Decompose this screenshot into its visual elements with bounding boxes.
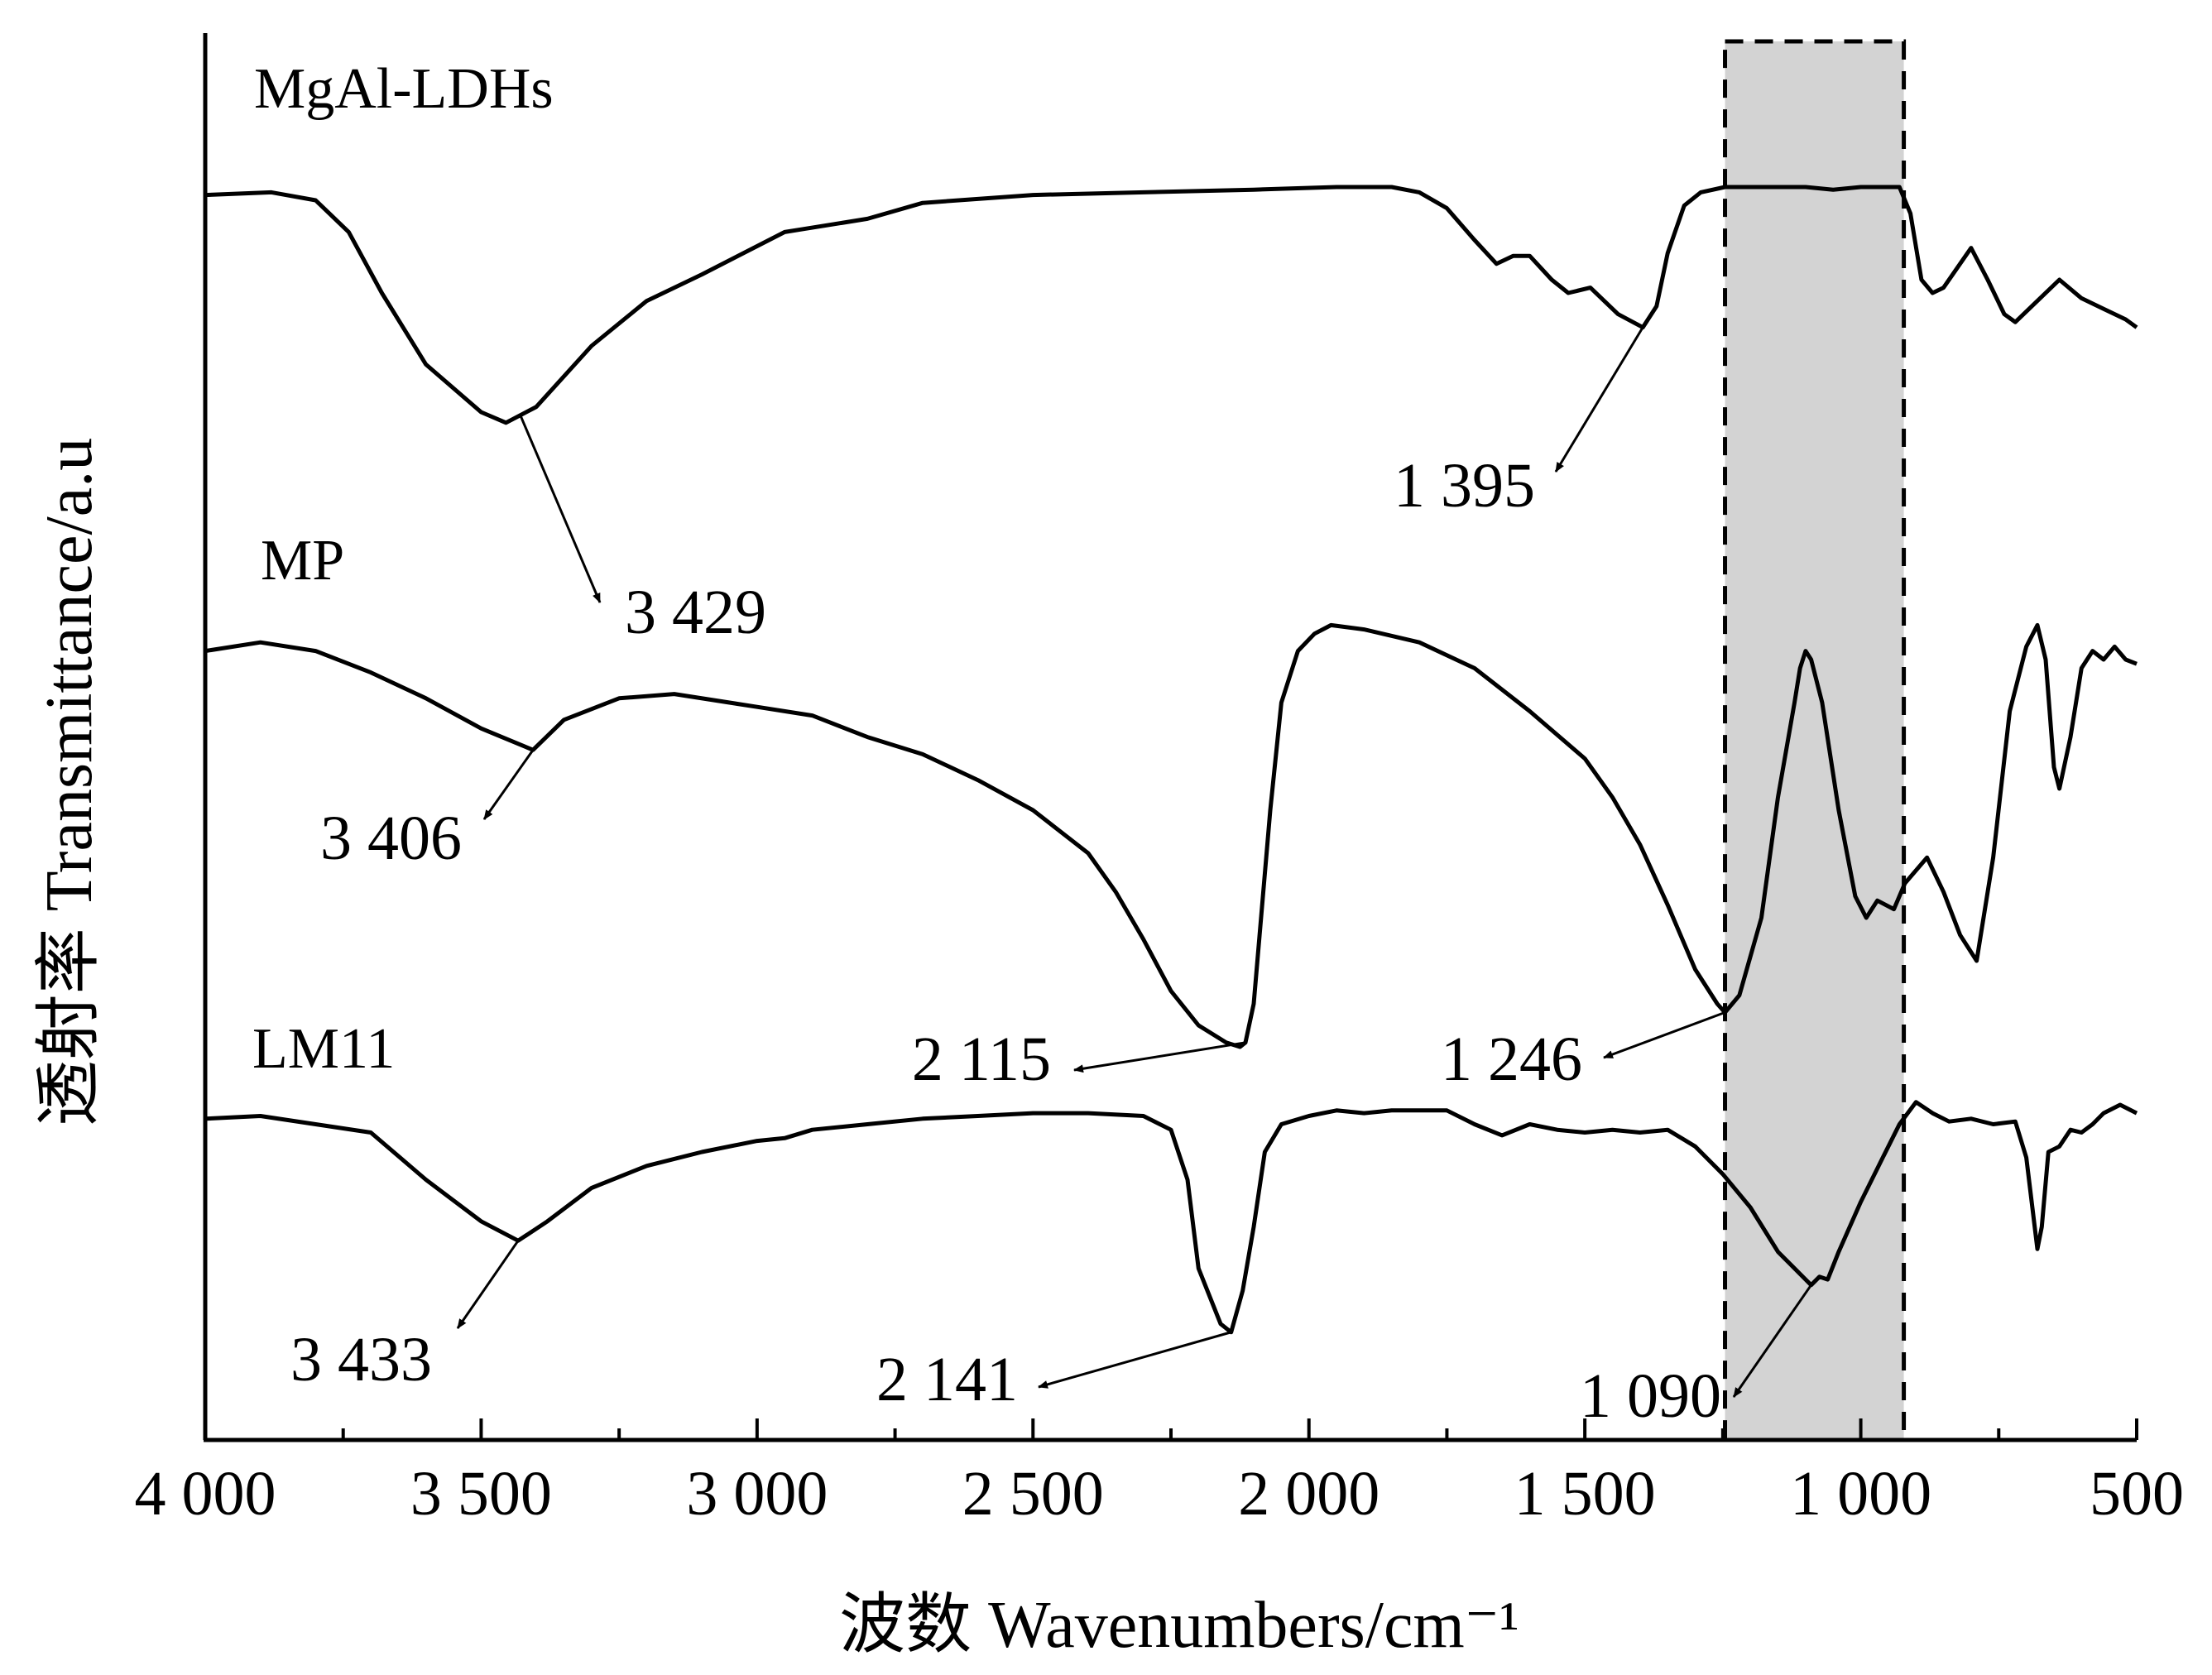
annotation-label: 1 246	[1441, 1025, 1582, 1094]
annotation-label: 2 141	[876, 1345, 1018, 1414]
annotation-label: 1 395	[1394, 451, 1535, 521]
annotation-arrow	[482, 749, 535, 820]
x-tick-label: 2 500	[962, 1459, 1104, 1529]
x-tick-label: 1 000	[1790, 1459, 1931, 1529]
annotation-label: 3 406	[320, 804, 462, 873]
series-line-mgal-ldhs	[204, 185, 2138, 425]
highlight-region	[1723, 39, 1907, 1442]
series-label: MP	[261, 529, 344, 593]
x-axis-title: 波数 Wavenumbers/cm⁻¹	[839, 1589, 1519, 1662]
annotation-arrow	[519, 415, 602, 603]
annotation-label: 1 090	[1580, 1361, 1721, 1431]
annotation-arrow	[456, 1240, 520, 1329]
annotation-label: 2 115	[912, 1025, 1051, 1094]
annotation-label: 3 429	[625, 578, 766, 647]
labels-layer: MgAl-LDHs MP LM11 3 429 1 395 3 406 2 115 1 246…	[252, 57, 1812, 1431]
annotation-label: 3 433	[290, 1325, 432, 1394]
series-line-lm11	[204, 1100, 2138, 1335]
series-layer	[204, 185, 2138, 1335]
series-label: LM11	[252, 1017, 395, 1081]
x-tick-label: 3 000	[686, 1459, 828, 1529]
x-tick-label: 1 500	[1514, 1459, 1656, 1529]
series-line-mp	[204, 622, 2138, 1049]
x-tick-label: 2 000	[1238, 1459, 1380, 1529]
x-tick-label: 3 500	[410, 1459, 552, 1529]
axes-layer: 4 000 3 500 3 000 2 500 2 000 1 500 1 000 500	[135, 33, 2184, 1529]
x-tick-label: 500	[2090, 1459, 2184, 1529]
annotation-arrow	[1554, 326, 1644, 473]
y-axis-title: 透射率 Transmittance/a.u	[33, 438, 106, 1127]
series-label: MgAl-LDHs	[254, 57, 554, 121]
x-tick-label: 4 000	[135, 1459, 276, 1529]
annotation-arrow	[1732, 1284, 1812, 1398]
highlight-region-layer	[1723, 39, 1907, 1442]
annotation-arrow	[1603, 1010, 1726, 1059]
annotation-arrow	[1073, 1041, 1246, 1073]
annotation-arrow	[1038, 1331, 1232, 1389]
